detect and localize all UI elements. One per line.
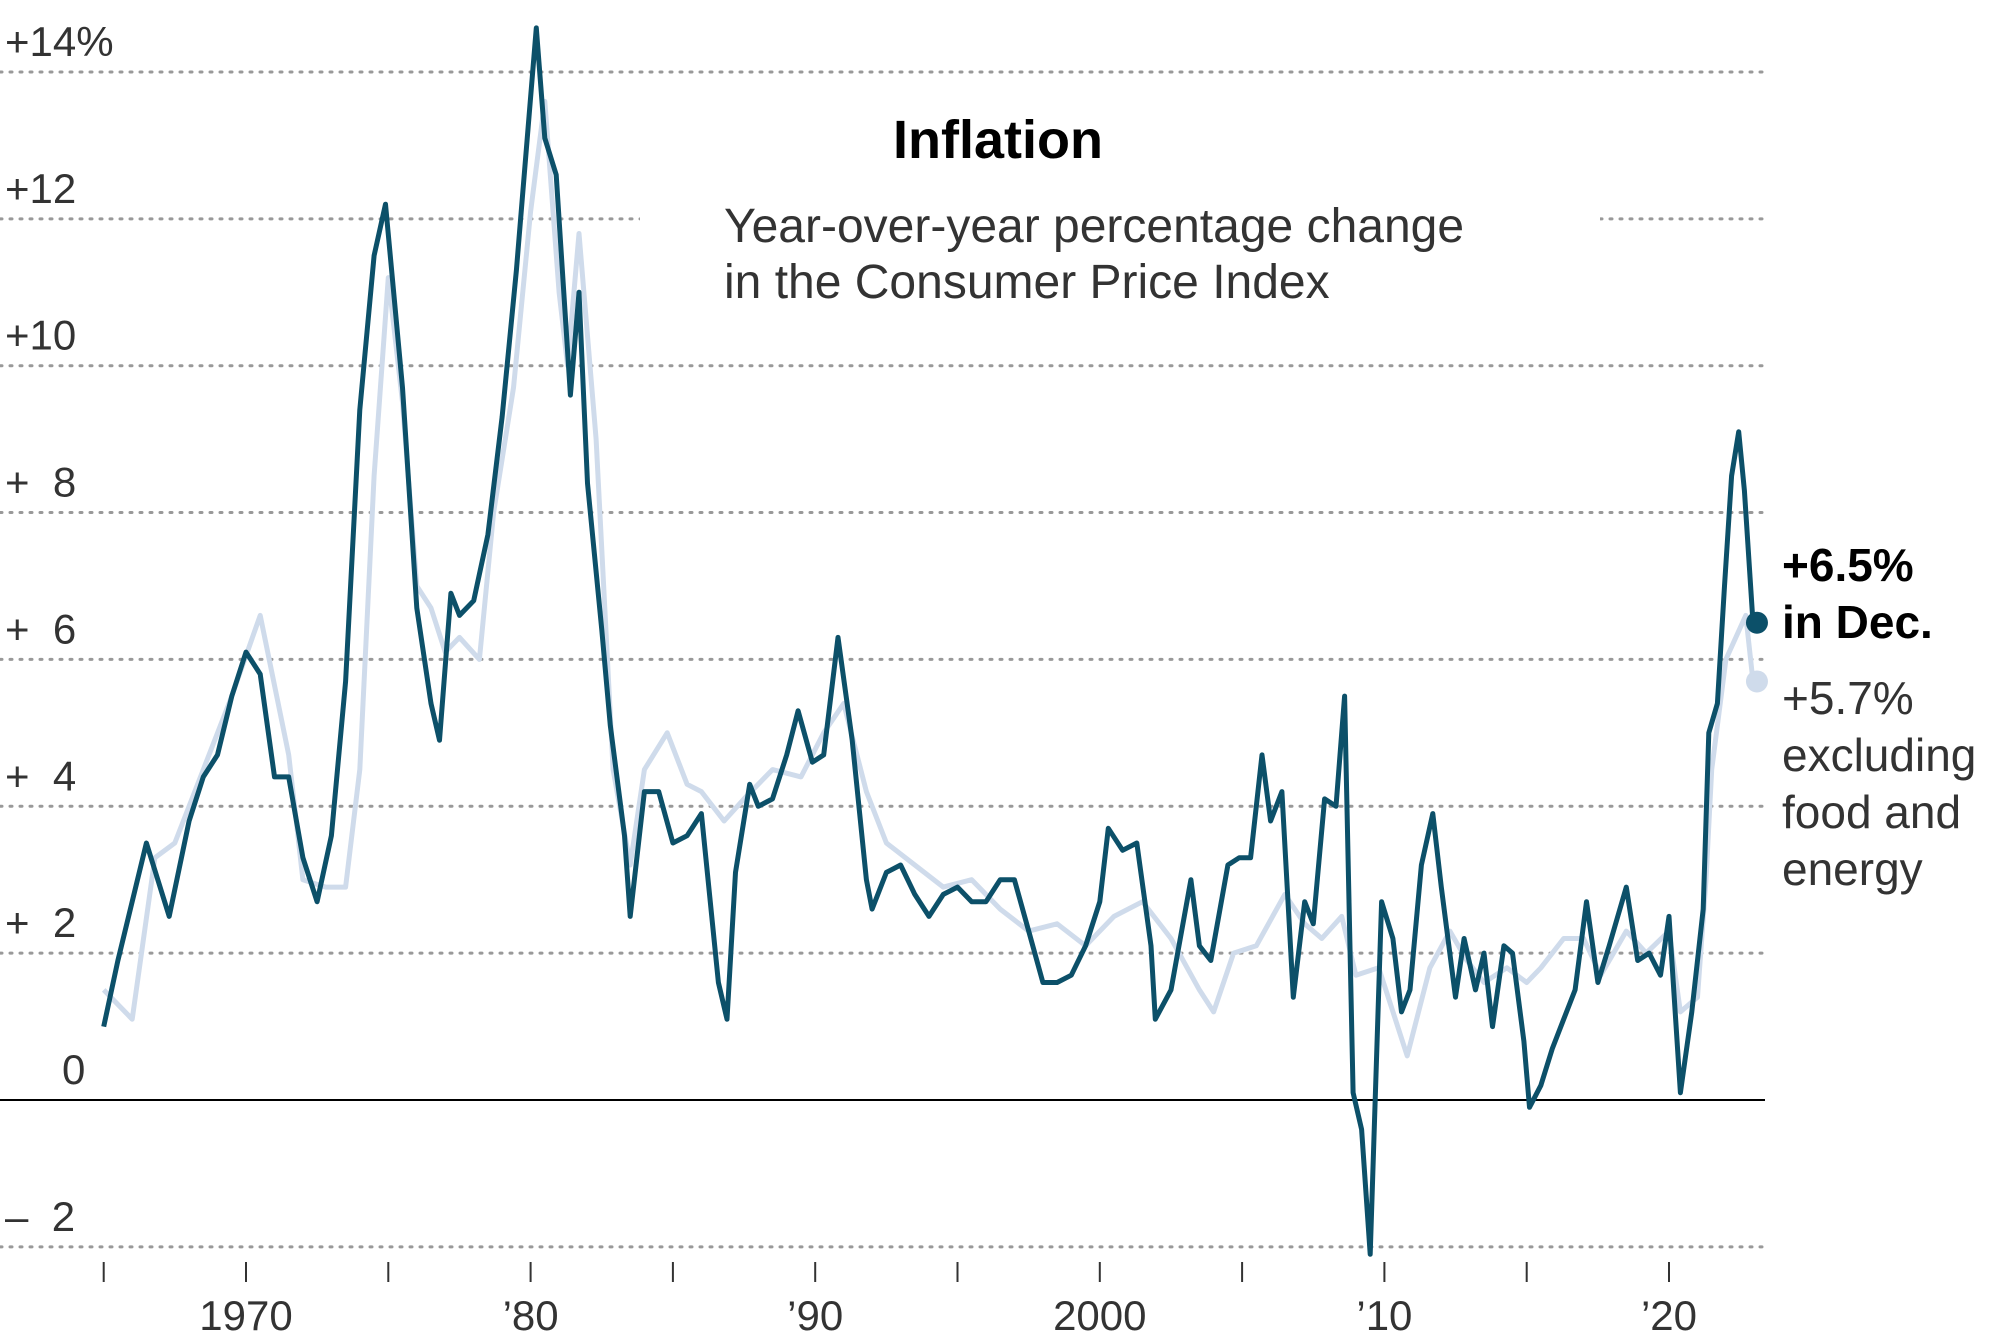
x-tick-label: ’90: [787, 1292, 843, 1333]
core-note-line3: energy: [1782, 843, 1923, 895]
x-tick-label: ’10: [1356, 1292, 1412, 1333]
headline-note-label: in Dec.: [1782, 596, 1933, 648]
y-tick-label: +10: [5, 312, 76, 359]
core-note-line1: excluding: [1782, 729, 1976, 781]
headline-cpi-line: [101, 25, 1756, 1257]
chart-subtitle-line1: Year-over-year percentage change: [724, 200, 1464, 253]
core-end-point: [1745, 670, 1768, 693]
headline-value-label: +6.5%: [1782, 539, 1914, 591]
core-note-line2: food and: [1782, 786, 1961, 838]
title-backdrop: [640, 100, 1600, 320]
chart-title: Inflation: [893, 110, 1103, 170]
y-tick-label: – 2: [5, 1193, 75, 1240]
chart-subtitle-line2: in the Consumer Price Index: [724, 256, 1330, 309]
x-tick-label: 2000: [1053, 1292, 1146, 1333]
y-tick-label: +12: [5, 165, 76, 212]
y-tick-label: +14%: [5, 18, 114, 65]
core-value-label: +5.7%: [1782, 672, 1914, 724]
y-tick-label: + 8: [5, 459, 76, 506]
y-tick-label: + 4: [5, 752, 76, 799]
y-tick-label: + 6: [5, 605, 76, 652]
x-tick-label: 1970: [199, 1292, 292, 1333]
x-tick-label: ’80: [503, 1292, 559, 1333]
y-tick-label: + 2: [5, 899, 76, 946]
y-tick-label: 0: [62, 1046, 85, 1093]
headline-end-point: [1745, 611, 1768, 634]
x-tick-label: ’20: [1641, 1292, 1697, 1333]
